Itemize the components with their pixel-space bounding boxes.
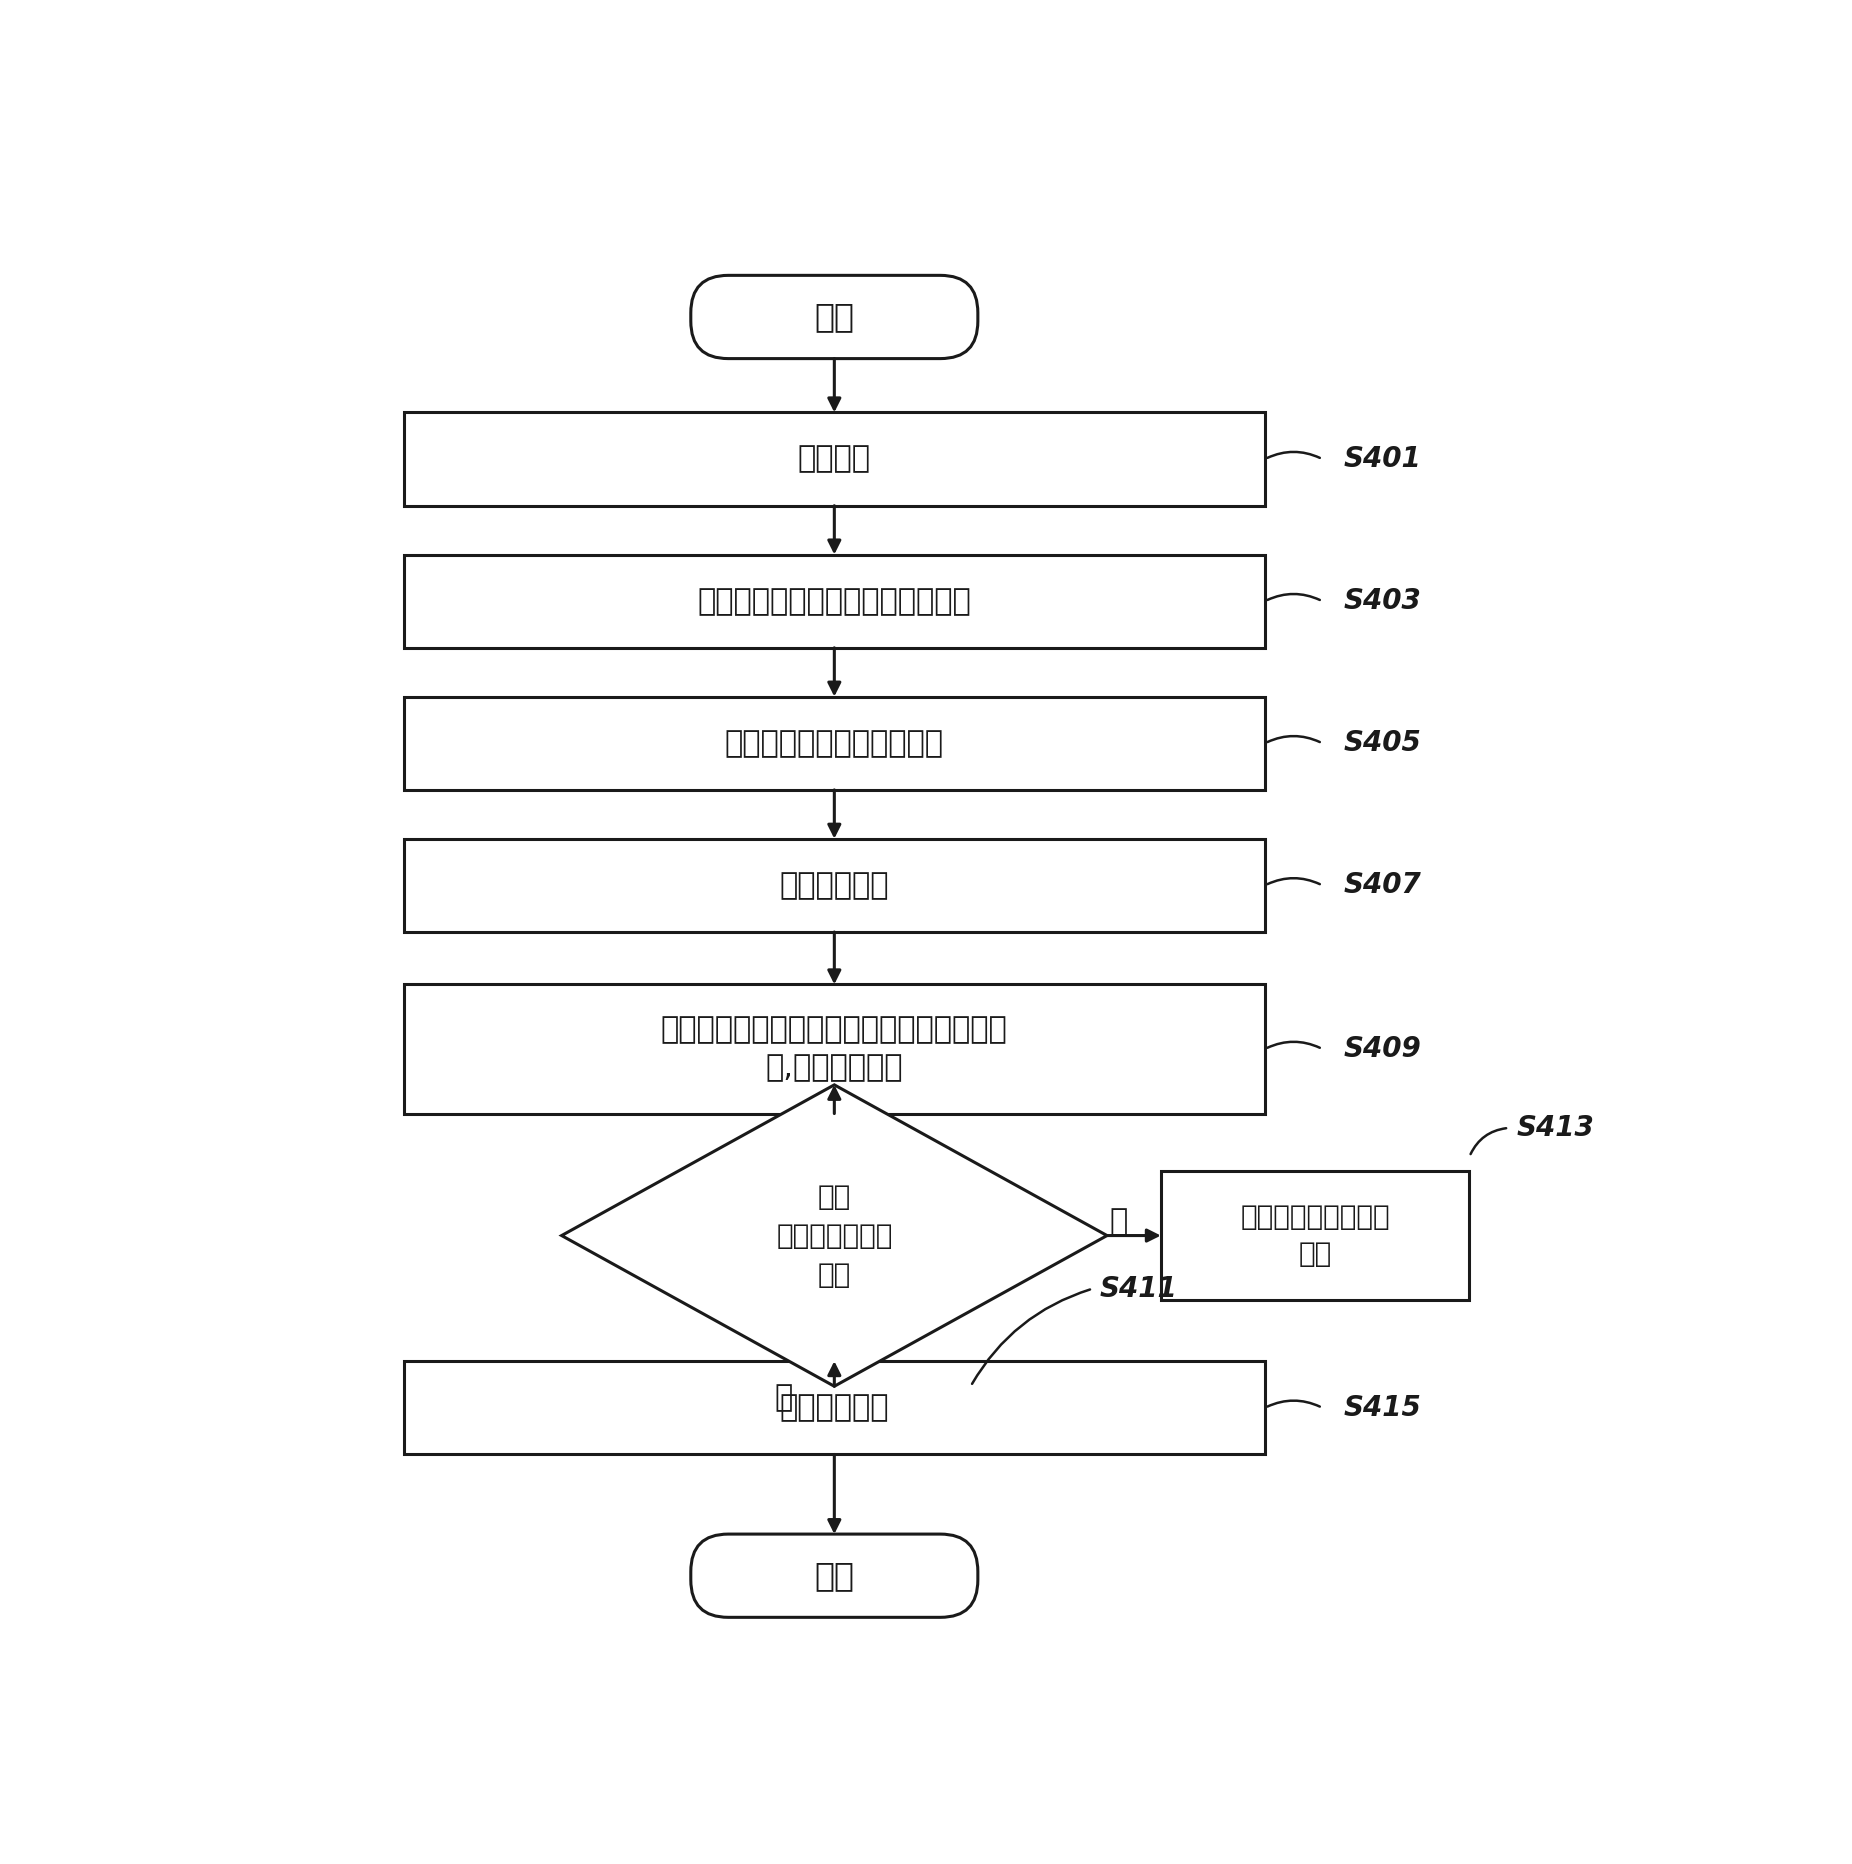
Text: 启动电源: 启动电源: [798, 445, 870, 473]
Text: 开始执行开机自我测试程序: 开始执行开机自我测试程序: [724, 729, 945, 759]
Text: 以一算法计算选择只读存储区块中的装置固
件,产生一校验值: 以一算法计算选择只读存储区块中的装置固 件,产生一校验值: [661, 1016, 1007, 1083]
Bar: [404, 984, 1265, 1113]
Text: 读取一验证码: 读取一验证码: [780, 870, 889, 900]
FancyBboxPatch shape: [691, 1534, 978, 1618]
Bar: [404, 412, 1265, 505]
Bar: [404, 839, 1265, 932]
Bar: [404, 1361, 1265, 1454]
Text: S407: S407: [1345, 870, 1422, 898]
Bar: [1161, 1171, 1469, 1301]
Text: S413: S413: [1517, 1115, 1595, 1143]
FancyBboxPatch shape: [691, 276, 978, 358]
Text: 开始: 开始: [815, 300, 854, 334]
Text: 发出警示通知或停止
开机: 发出警示通知或停止 开机: [1241, 1202, 1391, 1268]
Text: S403: S403: [1345, 587, 1422, 615]
Text: 将基本输出入系统加载入主存储器: 将基本输出入系统加载入主存储器: [698, 587, 970, 615]
Text: 是: 是: [774, 1383, 793, 1413]
Text: S415: S415: [1345, 1394, 1422, 1422]
Text: 否: 否: [1109, 1206, 1128, 1236]
Text: S409: S409: [1345, 1035, 1422, 1062]
Text: S401: S401: [1345, 445, 1422, 473]
Polygon shape: [561, 1085, 1107, 1387]
Text: 结束: 结束: [815, 1558, 854, 1592]
Text: 校验
值是否与验证码
相同: 校验 值是否与验证码 相同: [776, 1182, 893, 1288]
Text: 继续开机程序: 继续开机程序: [780, 1392, 889, 1422]
Bar: [404, 697, 1265, 790]
Text: S405: S405: [1345, 729, 1422, 757]
Bar: [404, 554, 1265, 649]
Text: S411: S411: [1100, 1275, 1178, 1303]
